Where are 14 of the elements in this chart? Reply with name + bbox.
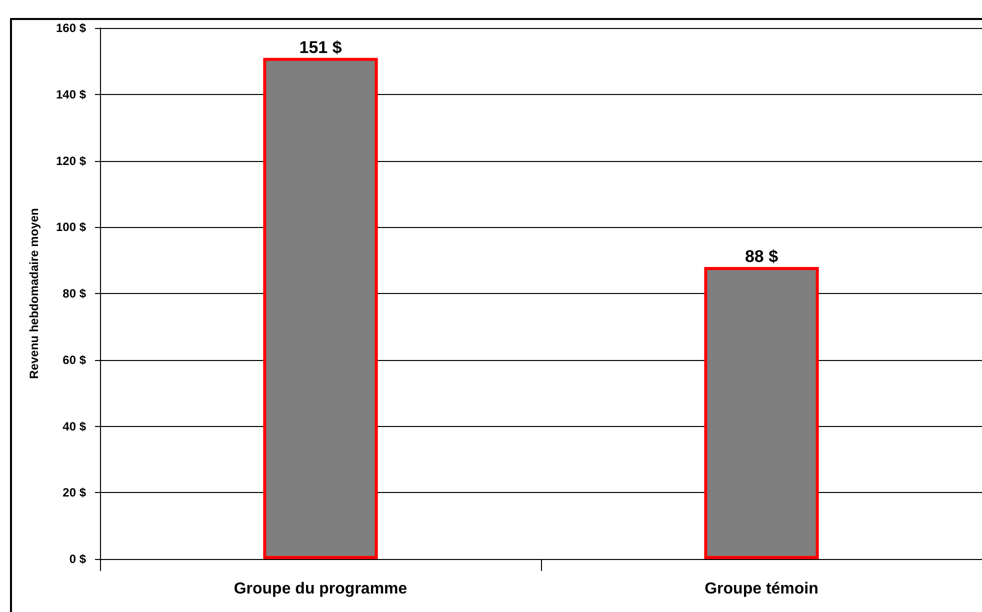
y-tick-label: 140 $ (56, 87, 86, 102)
y-tick-label: 40 $ (62, 419, 86, 434)
y-axis-title: Revenu hebdomadaire moyen (27, 208, 41, 379)
y-tick-label: 60 $ (62, 352, 86, 367)
y-tick-label: 20 $ (62, 486, 86, 500)
data-label: 151 $ (299, 38, 342, 57)
y-tick-label: 160 $ (56, 21, 86, 35)
x-tick-label: Groupe du programme (234, 580, 408, 598)
data-label: 88 $ (744, 246, 779, 266)
y-tick-label: 0 $ (69, 552, 86, 566)
y-tick-label: 100 $ (56, 220, 86, 234)
x-tick-label: Groupe témoin (704, 580, 818, 598)
y-tick-label: 80 $ (62, 286, 86, 300)
y-tick-label: 120 $ (56, 154, 86, 168)
